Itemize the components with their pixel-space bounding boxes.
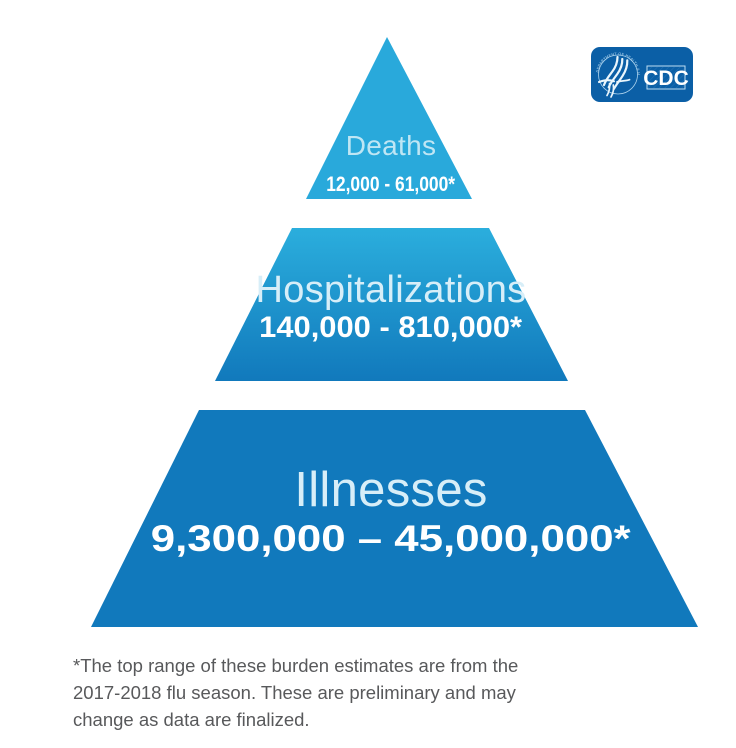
svg-text:CDC: CDC bbox=[643, 67, 689, 90]
